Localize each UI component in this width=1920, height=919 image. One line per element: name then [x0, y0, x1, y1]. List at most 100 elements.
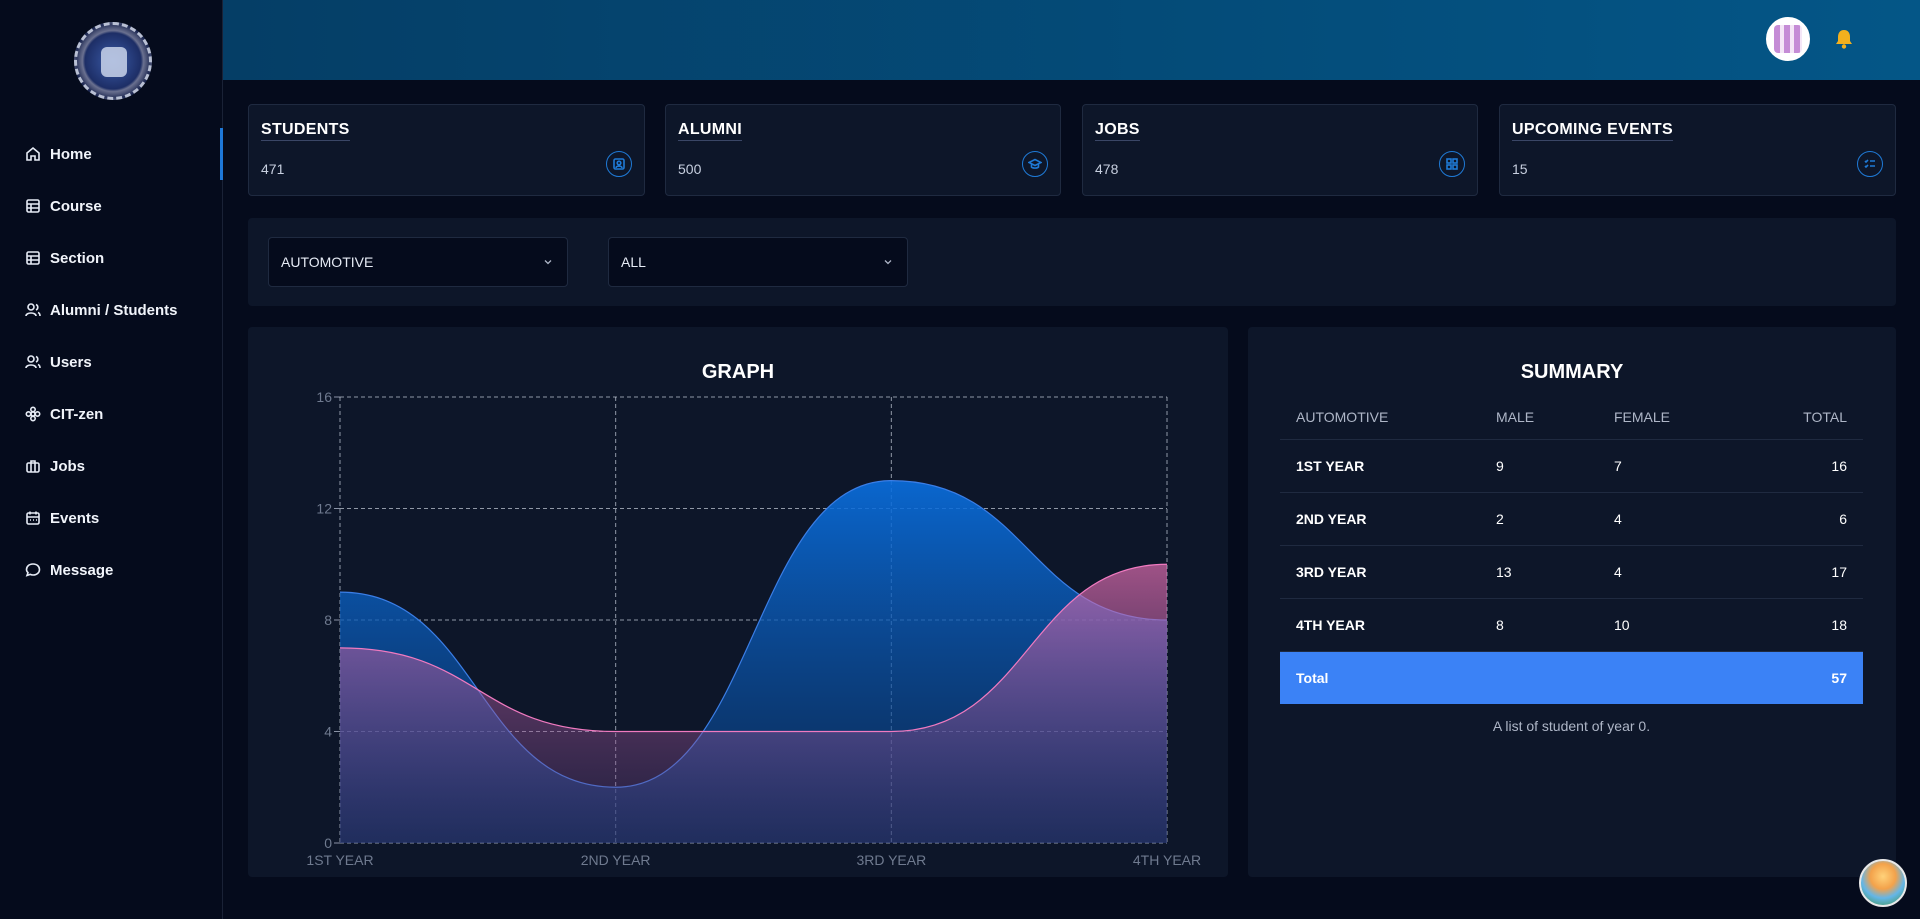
briefcase-icon: [26, 460, 40, 473]
summary-title: SUMMARY: [1520, 361, 1624, 383]
home-icon: [26, 146, 40, 161]
bell-icon[interactable]: [1834, 28, 1854, 50]
assistant-badge[interactable]: [1859, 859, 1907, 907]
users-icon: [25, 355, 41, 369]
male-cell: 13: [1480, 545, 1598, 599]
male-cell: 8: [1480, 598, 1598, 652]
avatar[interactable]: [1766, 17, 1810, 61]
flower-icon: [25, 406, 41, 422]
x-tick-label: 4TH YEAR: [1133, 852, 1201, 868]
stat-card-upcoming-events: UPCOMING EVENTS 15: [1499, 104, 1896, 196]
female-cell: 7: [1598, 439, 1748, 493]
column-header: AUTOMOTIVE: [1280, 395, 1480, 440]
total-cell: 6: [1748, 492, 1863, 546]
female-cell: 4: [1598, 492, 1748, 546]
y-tick-label: 12: [316, 501, 332, 517]
empty-cell: [1598, 651, 1748, 704]
grand-total: 57: [1748, 651, 1863, 704]
graduation-cap-icon: [1022, 151, 1048, 177]
male-cell: 2: [1480, 492, 1598, 546]
course-select-value: AUTOMOTIVE: [281, 254, 374, 270]
year-select[interactable]: ALL: [608, 237, 908, 287]
sidebar-item-label: Course: [50, 197, 102, 215]
sidebar-item-section[interactable]: Section: [0, 232, 223, 284]
sidebar: Home Course Section Alumni / Students Us…: [0, 0, 223, 919]
table-row: 4TH YEAR 8 10 18: [1280, 598, 1863, 652]
stat-card-title: ALUMNI: [678, 121, 743, 141]
sidebar-item-events[interactable]: Events: [0, 492, 223, 544]
sidebar-item-course[interactable]: Course: [0, 180, 223, 232]
graph-title: GRAPH: [701, 361, 775, 383]
users-icon: [25, 303, 41, 317]
summary-panel: SUMMARY AUTOMOTIVE MALE FEMALE TOTAL 1ST…: [1248, 327, 1896, 877]
stat-card-value: 15: [1512, 161, 1528, 177]
sidebar-nav: Home Course Section Alumni / Students Us…: [0, 128, 223, 596]
series-area-2: [340, 564, 1167, 843]
college-logo: [74, 22, 152, 100]
calendar-icon: [26, 511, 40, 525]
x-tick-label: 1ST YEAR: [306, 852, 373, 868]
sidebar-item-alumni-students[interactable]: Alumni / Students: [0, 284, 223, 336]
sidebar-item-label: Users: [50, 353, 92, 371]
column-header: MALE: [1480, 395, 1598, 440]
female-cell: 4: [1598, 545, 1748, 599]
female-cell: 10: [1598, 598, 1748, 652]
y-tick-label: 8: [324, 612, 332, 628]
sidebar-item-label: Alumni / Students: [50, 301, 178, 319]
table-header-row: AUTOMOTIVE MALE FEMALE TOTAL: [1280, 395, 1863, 440]
summary-caption: A list of student of year 0.: [1492, 718, 1651, 734]
sidebar-item-label: Jobs: [50, 457, 86, 475]
sidebar-item-label: Events: [50, 509, 100, 527]
avatar-image: [1774, 25, 1802, 53]
sidebar-item-label: Section: [50, 249, 105, 267]
year-cell: 2ND YEAR: [1280, 492, 1480, 546]
filter-bar: AUTOMOTIVE ALL: [248, 218, 1896, 306]
total-cell: 18: [1748, 598, 1863, 652]
table-row: 3RD YEAR 13 4 17: [1280, 545, 1863, 599]
empty-cell: [1480, 651, 1598, 704]
summary-table: AUTOMOTIVE MALE FEMALE TOTAL 1ST YEAR 9 …: [1280, 395, 1863, 704]
year-cell: 4TH YEAR: [1280, 598, 1480, 652]
stat-card-value: 500: [678, 161, 702, 177]
stat-card-alumni: ALUMNI 500: [665, 104, 1061, 196]
y-tick-label: 0: [324, 835, 332, 851]
stat-card-title: JOBS: [1095, 121, 1140, 141]
chevron-down-icon: [884, 260, 892, 265]
list-check-icon: [1857, 151, 1883, 177]
stat-card-title: STUDENTS: [261, 121, 350, 141]
contact-icon: [606, 151, 632, 177]
chevron-down-icon: [544, 260, 552, 265]
graph-panel: GRAPH 0 4 8 12 16 1ST YEAR 2ND YEAR 3RD YEAR 4TH…: [248, 327, 1228, 877]
stat-card-value: 471: [261, 161, 285, 177]
area-chart: 0 4 8 12 16 1ST YEAR 2ND YEAR 3RD YEAR 4TH YEAR: [306, 389, 1201, 868]
total-row: Total 57: [1280, 651, 1863, 704]
table-row: 2ND YEAR 2 4 6: [1280, 492, 1863, 546]
sidebar-item-label: Home: [50, 145, 92, 163]
y-tick-label: 16: [316, 389, 332, 405]
series-line-2: [339, 563, 1168, 733]
sidebar-item-label: Message: [50, 561, 114, 579]
sidebar-item-home[interactable]: Home: [0, 128, 223, 180]
sidebar-item-jobs[interactable]: Jobs: [0, 440, 223, 492]
top-bar: [223, 0, 1920, 80]
year-cell: 1ST YEAR: [1280, 439, 1480, 493]
sidebar-item-message[interactable]: Message: [0, 544, 223, 596]
total-cell: 16: [1748, 439, 1863, 493]
year-select-value: ALL: [621, 254, 646, 270]
table-icon: [26, 251, 40, 265]
total-cell: 17: [1748, 545, 1863, 599]
x-tick-label: 3RD YEAR: [856, 852, 926, 868]
message-icon: [25, 563, 41, 577]
column-header: FEMALE: [1598, 395, 1748, 440]
male-cell: 9: [1480, 439, 1598, 493]
stat-card-title: UPCOMING EVENTS: [1512, 121, 1673, 141]
stat-card-students: STUDENTS 471: [248, 104, 645, 196]
sidebar-item-cit-zen[interactable]: CIT-zen: [0, 388, 223, 440]
table-icon: [26, 199, 40, 213]
y-tick-label: 4: [324, 724, 332, 740]
column-header: TOTAL: [1748, 395, 1863, 440]
sidebar-item-label: CIT-zen: [50, 405, 104, 423]
stat-card-jobs: JOBS 478: [1082, 104, 1478, 196]
course-select[interactable]: AUTOMOTIVE: [268, 237, 568, 287]
sidebar-item-users[interactable]: Users: [0, 336, 223, 388]
